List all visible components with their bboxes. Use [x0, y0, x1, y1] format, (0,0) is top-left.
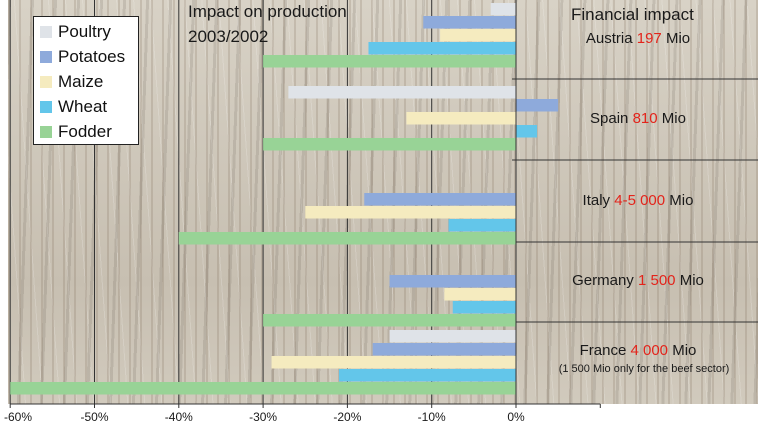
impact-amount: 1 500: [637, 272, 676, 289]
legend-swatch: [40, 25, 52, 38]
bar-maize-italy: [305, 206, 516, 219]
bar-fodder-germany: [263, 314, 516, 327]
impact-amount: 4 000: [630, 342, 669, 359]
bar-potatoes-france: [372, 343, 516, 356]
impact-amount: 4-5 000: [614, 192, 666, 209]
x-tick-label: -50%: [80, 410, 109, 424]
legend-item-potatoes: Potatoes: [40, 44, 138, 69]
impact-amount: 197: [636, 30, 662, 47]
legend-item-maize: Maize: [40, 69, 138, 94]
bar-fodder-france: [10, 382, 516, 395]
bar-wheat-france: [338, 369, 516, 382]
bar-wheat-italy: [448, 219, 516, 232]
financial-impact-france: France 4 000 Mio: [580, 342, 697, 359]
legend-swatch: [40, 75, 52, 88]
bar-potatoes-austria: [423, 16, 516, 29]
legend-swatch: [40, 100, 52, 113]
chart-title-line-1: Impact on production: [188, 2, 347, 21]
impact-unit: Mio: [669, 192, 694, 209]
legend-item-wheat: Wheat: [40, 94, 138, 119]
legend-label: Fodder: [58, 121, 112, 141]
bar-wheat-austria: [368, 42, 516, 55]
country-name: Germany: [572, 272, 634, 289]
legend-swatch: [40, 50, 52, 63]
legend-item-poultry: Poultry: [40, 19, 138, 44]
bar-fodder-austria: [263, 55, 516, 68]
x-tick-label: -40%: [164, 410, 193, 424]
bar-maize-france: [271, 356, 516, 369]
country-name: Spain: [590, 110, 629, 127]
financial-impact-austria: Austria 197 Mio: [586, 30, 690, 47]
legend-swatch: [40, 125, 52, 138]
x-tick-label: -60%: [3, 410, 33, 424]
bar-potatoes-spain: [516, 99, 559, 112]
legend-label: Wheat: [58, 96, 108, 116]
financial-impact-note: (1 500 Mio only for the beef sector): [558, 363, 730, 375]
financial-impact-germany: Germany 1 500 Mio: [572, 272, 704, 289]
bar-poultry-france: [389, 330, 516, 343]
country-name: France: [579, 342, 627, 359]
bar-potatoes-italy: [364, 193, 516, 206]
legend-label: Maize: [58, 71, 104, 91]
x-tick-label: 0%: [507, 410, 525, 424]
financial-impact-italy: Italy 4-5 000 Mio: [583, 192, 694, 209]
impact-amount: 810: [632, 110, 658, 127]
bar-poultry-austria: [490, 3, 516, 16]
legend-item-fodder: Fodder: [40, 119, 138, 144]
x-tick-label: -20%: [333, 410, 362, 424]
legend: Poultry Potatoes Maize Wheat Fodder: [33, 16, 139, 145]
country-name: Italy: [582, 192, 611, 209]
bar-maize-germany: [444, 288, 516, 301]
bar-poultry-spain: [288, 86, 516, 99]
bar-maize-austria: [440, 29, 516, 42]
chart-title-line-2: 2003/2002: [188, 27, 269, 46]
bar-potatoes-germany: [389, 275, 516, 288]
legend-label: Potatoes: [58, 46, 126, 66]
legend-label: Poultry: [58, 21, 111, 41]
x-tick-label: -10%: [417, 410, 446, 424]
x-tick-label: -30%: [249, 410, 278, 424]
impact-unit: Mio: [661, 110, 686, 127]
country-name: Austria: [585, 30, 633, 47]
financial-impact-title: Financial impact: [571, 5, 694, 24]
chart-title: Impact on production 2003/2002: [188, 0, 347, 49]
bar-fodder-italy: [178, 232, 517, 245]
bar-fodder-spain: [263, 138, 516, 151]
bar-wheat-spain: [516, 125, 538, 138]
impact-unit: Mio: [665, 30, 691, 47]
impact-unit: Mio: [672, 342, 697, 359]
bar-maize-spain: [406, 112, 516, 125]
impact-unit: Mio: [679, 272, 704, 289]
financial-impact-spain: Spain 810 Mio: [590, 110, 686, 127]
bar-wheat-germany: [452, 301, 516, 314]
